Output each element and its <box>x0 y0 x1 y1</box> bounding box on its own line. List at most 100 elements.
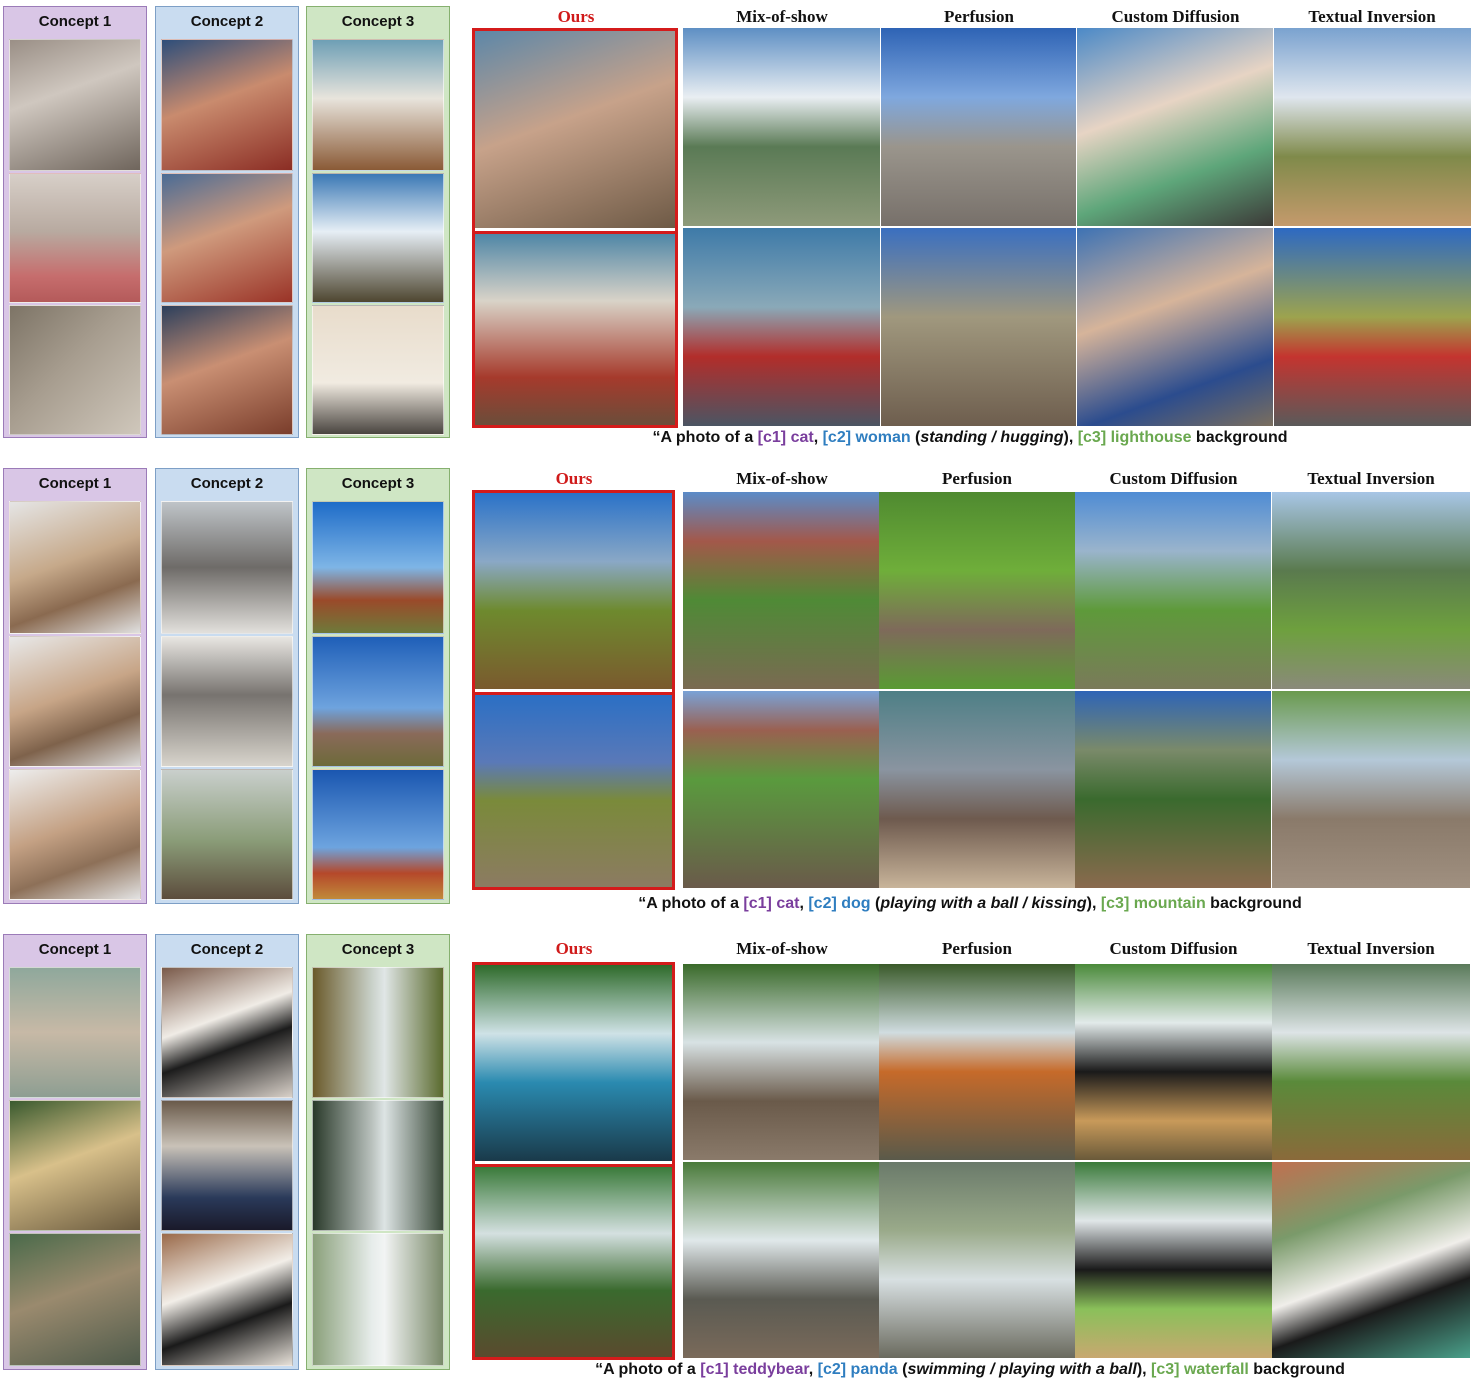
generated-image-textual-inversion <box>1274 28 1471 226</box>
woman-image <box>161 305 293 435</box>
teddybear-image <box>9 967 141 1098</box>
concept2-title: Concept 2 <box>190 941 264 958</box>
generated-image-textual-inversion <box>1274 228 1471 426</box>
column-header-perfusion: Perfusion <box>944 7 1014 26</box>
generated-image-mix-of-show <box>683 691 879 888</box>
generated-image-custom-diffusion <box>1075 1162 1272 1358</box>
column-header-textual-inversion: Textual Inversion <box>1308 7 1436 26</box>
concept3-panel: Concept 3 <box>306 6 450 438</box>
concept1-title: Concept 1 <box>38 13 112 30</box>
lighthouse-image <box>312 305 444 435</box>
column-header-perfusion: Perfusion <box>942 939 1012 958</box>
generated-image-perfusion <box>881 28 1076 226</box>
prompt-caption: “A photo of a [c1] cat, [c2] dog (playin… <box>638 895 1302 912</box>
generated-image-mix-of-show <box>683 28 880 226</box>
kitten-image <box>9 636 141 767</box>
concept3-title: Concept 3 <box>341 13 415 30</box>
generated-image-mix-of-show <box>683 1162 879 1358</box>
generated-image-perfusion <box>879 964 1075 1160</box>
waterfall-image <box>312 1100 444 1231</box>
c3-tag: [c3] mountain <box>1100 895 1206 912</box>
woman-image <box>161 39 293 171</box>
c1-tag: [c1] teddybear <box>700 1361 809 1378</box>
panda-image <box>161 967 293 1098</box>
generated-image-ours <box>475 493 672 689</box>
c2-tag: [c2] panda <box>817 1361 898 1378</box>
generated-image-mix-of-show <box>683 228 880 426</box>
lighthouse-image <box>312 39 444 171</box>
generated-image-ours <box>475 965 672 1161</box>
kitten-image <box>9 769 141 900</box>
generated-image-mix-of-show <box>683 964 879 1160</box>
generated-image-custom-diffusion <box>1075 964 1272 1160</box>
concept2-panel: Concept 2 <box>155 468 299 904</box>
ours-result-frame <box>472 962 675 1360</box>
cat-image <box>9 305 141 435</box>
column-header-mix-of-show: Mix-of-show <box>736 7 828 26</box>
generated-image-perfusion <box>879 492 1075 689</box>
generated-image-custom-diffusion <box>1075 492 1271 689</box>
woman-image <box>161 173 293 303</box>
column-header-perfusion: Perfusion <box>942 469 1012 488</box>
generated-image-mix-of-show <box>683 492 879 689</box>
concept2-panel: Concept 2 <box>155 934 299 1370</box>
ours-result-frame <box>472 490 675 890</box>
cat-image <box>9 173 141 303</box>
column-header-mix-of-show: Mix-of-show <box>736 469 828 488</box>
action-text: swimming / playing with a ball <box>907 1361 1137 1378</box>
c1-tag: [c1] cat <box>757 429 814 446</box>
c3-tag: [c3] waterfall <box>1151 1361 1249 1378</box>
prompt-caption: “A photo of a [c1] teddybear, [c2] panda… <box>595 1361 1345 1378</box>
dog-image <box>161 636 293 767</box>
concept3-panel: Concept 3 <box>306 934 450 1370</box>
concept1-panel: Concept 1 <box>3 468 147 904</box>
concept1-panel: Concept 1 <box>3 934 147 1370</box>
kitten-image <box>9 501 141 634</box>
generated-image-custom-diffusion <box>1077 28 1273 226</box>
generated-image-perfusion <box>879 691 1075 888</box>
generated-image-perfusion <box>881 228 1076 426</box>
column-header-textual-inversion: Textual Inversion <box>1307 469 1435 488</box>
teddybear-image <box>9 1233 141 1366</box>
dog-image <box>161 501 293 634</box>
generated-image-ours <box>475 1164 672 1357</box>
figure-block-1: Concept 1 Concept 2 Concept 3 Ours Mix-o… <box>0 0 1474 460</box>
column-header-ours: Ours <box>555 939 593 958</box>
generated-image-ours <box>475 31 675 228</box>
generated-image-textual-inversion <box>1272 1162 1470 1358</box>
column-header-custom-diffusion: Custom Diffusion <box>1109 469 1238 488</box>
action-text: standing / hugging <box>920 429 1064 446</box>
generated-image-custom-diffusion <box>1075 691 1271 888</box>
concept1-panel: Concept 1 <box>3 6 147 438</box>
column-header-mix-of-show: Mix-of-show <box>736 939 828 958</box>
column-header-textual-inversion: Textual Inversion <box>1307 939 1435 958</box>
waterfall-image <box>312 967 444 1098</box>
column-header-ours: Ours <box>557 7 595 26</box>
panda-image <box>161 1233 293 1366</box>
column-header-custom-diffusion: Custom Diffusion <box>1111 7 1240 26</box>
generated-image-textual-inversion <box>1272 492 1470 689</box>
column-header-ours: Ours <box>555 469 593 488</box>
concept2-title: Concept 2 <box>190 475 264 492</box>
generated-image-custom-diffusion <box>1077 228 1273 426</box>
ours-result-frame <box>472 28 678 428</box>
concept3-title: Concept 3 <box>341 475 415 492</box>
concept2-title: Concept 2 <box>190 13 264 30</box>
lighthouse-image <box>312 173 444 303</box>
figure-block-3: Concept 1 Concept 2 Concept 3 Ours Mix-o… <box>0 932 1474 1390</box>
concept3-panel: Concept 3 <box>306 468 450 904</box>
mountain-image <box>312 501 444 634</box>
concept1-title: Concept 1 <box>38 941 112 958</box>
cat-image <box>9 39 141 171</box>
c3-tag: [c3] lighthouse <box>1077 429 1192 446</box>
teddybear-image <box>9 1100 141 1231</box>
column-header-custom-diffusion: Custom Diffusion <box>1109 939 1238 958</box>
concept1-title: Concept 1 <box>38 475 112 492</box>
concept2-panel: Concept 2 <box>155 6 299 438</box>
generated-image-textual-inversion <box>1272 691 1470 888</box>
generated-image-ours <box>475 231 675 425</box>
concept3-title: Concept 3 <box>341 941 415 958</box>
c2-tag: [c2] woman <box>822 429 911 446</box>
prompt-caption: “A photo of a [c1] cat, [c2] woman (stan… <box>652 429 1288 446</box>
mountain-image <box>312 636 444 767</box>
